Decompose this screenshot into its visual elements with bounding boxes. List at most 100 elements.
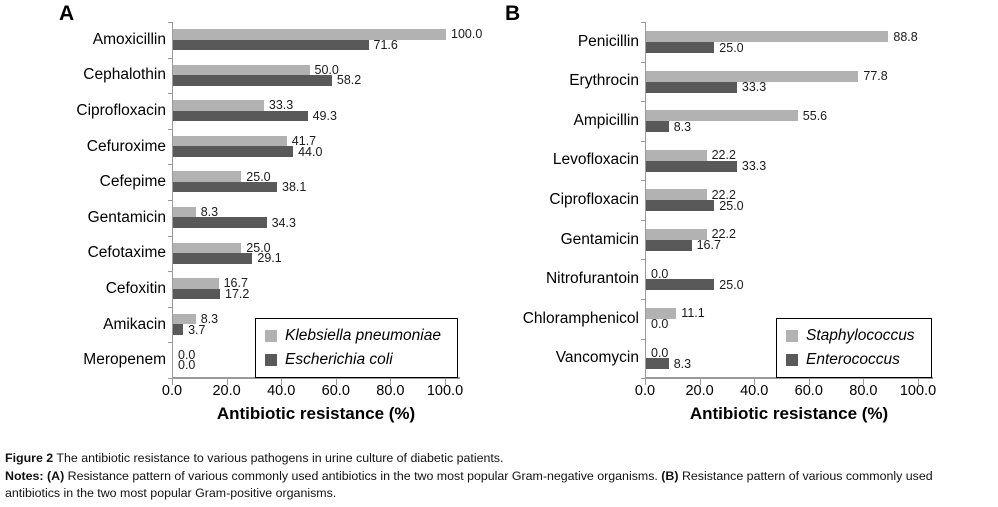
bar-value-label: 0.0: [178, 347, 196, 362]
bar-value-label: 8.3: [200, 312, 219, 326]
legend-swatch-icon: [786, 354, 798, 366]
bar-value-label: 44.0: [298, 144, 323, 159]
x-tick-mark: [645, 379, 646, 385]
category-label: Cephalothin: [83, 66, 166, 84]
bar-series2: 16.7: [646, 238, 721, 252]
x-axis-line: [645, 377, 933, 379]
bar-value-label: 8.3: [673, 119, 692, 134]
category-label: Cefuroxime: [86, 137, 166, 155]
x-tick-label: 20.0: [212, 383, 241, 399]
y-tick-mark: [168, 342, 172, 344]
bar-series1: 50.0: [173, 63, 339, 77]
chart-row: Ampicillin 55.6 8.3: [574, 101, 933, 141]
x-tick-label: 100.0: [426, 383, 464, 399]
chart-row: Nitrofurantoin 0.0 25.0: [546, 259, 933, 299]
bar-series2: 33.3: [646, 159, 766, 173]
bar-series1: 100.0: [173, 27, 482, 41]
bar-value-label: 71.6: [373, 37, 398, 52]
chart-row: Vancomycin 0.0 8.3: [556, 338, 933, 378]
category-label: Ciprofloxacin: [76, 101, 166, 119]
bar-series2: 29.1: [173, 251, 282, 265]
chart-row: Cephalothin 50.0 58.2: [83, 58, 460, 94]
chart-row: Gentamicin 8.3 34.3: [88, 200, 460, 236]
chart-row: Cefoxitin 16.7 17.2: [106, 271, 460, 307]
category-label: Levofloxacin: [552, 151, 639, 169]
bar-value-label: 58.2: [336, 73, 362, 88]
bar-series1: 25.0: [173, 170, 271, 184]
y-tick-mark: [168, 306, 172, 308]
y-tick-mark: [641, 259, 645, 261]
chart-row: Erythrocin 77.8 33.3: [569, 62, 933, 102]
chart-row: Gentamicin 22.2 16.7: [561, 220, 933, 260]
notes-label: Notes:: [5, 468, 47, 483]
bar-series2: 49.3: [173, 109, 337, 123]
bar-value-label: 8.3: [200, 205, 219, 220]
category-label: Gentamicin: [87, 208, 166, 226]
y-tick-mark: [641, 298, 645, 300]
bar-value-label: 11.1: [681, 306, 705, 321]
category-label: Ampicillin: [573, 111, 639, 129]
bar-value-label: 0.0: [651, 317, 669, 332]
bar-value-label: 0.0: [178, 358, 196, 373]
bar-value-label: 25.0: [719, 40, 744, 55]
legend-b: Staphylococcus Enterococcus: [776, 318, 932, 378]
y-tick-mark: [168, 271, 172, 273]
bar-value-label: 22.2: [711, 227, 736, 242]
bar-value-label: 55.6: [802, 108, 828, 123]
bar-value-label: 0.0: [651, 345, 669, 360]
panel-a: A Amoxicillin 100.0 71.6 Cephalothin 50.0 58.…: [0, 0, 498, 445]
bar-value-label: 17.2: [225, 286, 250, 301]
x-tick-label: 40.0: [740, 383, 769, 399]
x-axis-line: [172, 377, 460, 379]
bar-series1: 77.8: [646, 69, 888, 83]
bar-series1: 22.2: [646, 188, 736, 202]
category-label: Vancomycin: [555, 349, 639, 367]
bar-value-label: 38.1: [282, 180, 307, 195]
bar-value-label: 88.8: [893, 29, 918, 44]
chart-row: Ciprofloxacin 33.3 49.3: [76, 93, 460, 129]
x-tick-mark: [335, 379, 337, 385]
y-tick-mark: [168, 164, 172, 166]
bar-value-label: 16.7: [696, 238, 721, 253]
panel-letter-a: A: [59, 2, 75, 25]
bar-value-label: 41.7: [291, 134, 317, 149]
chart-row: Penicillin 88.8 25.0: [578, 22, 933, 62]
bar-series2: 3.7: [173, 323, 205, 337]
chart-row: Ciprofloxacin 22.2 25.0: [549, 180, 933, 220]
bar-value-label: 77.8: [863, 69, 888, 84]
bar-series2: 25.0: [646, 199, 744, 213]
bar-series1: 8.3: [173, 312, 218, 326]
panel-b: B Penicillin 88.8 25.0 Erythrocin 77.8 33.3 Am…: [498, 0, 998, 445]
category-label: Cefepime: [99, 173, 166, 191]
category-label: Chloramphenicol: [522, 309, 639, 327]
legend-item: Escherichia coli: [265, 348, 441, 372]
bar-value-label: 25.0: [719, 198, 744, 213]
bars-area: Amoxicillin 100.0 71.6 Cephalothin 50.0 58.2 C…: [76, 22, 482, 378]
bar-series1: 33.3: [173, 98, 293, 112]
category-label: Meropenem: [83, 351, 166, 369]
bar-series2: 8.3: [646, 357, 691, 371]
panel-letter-b: B: [505, 2, 521, 25]
legend-item: Staphylococcus: [786, 324, 915, 348]
bar-value-label: 50.0: [314, 62, 339, 77]
bar-series2: 33.3: [646, 80, 766, 94]
x-tick-mark: [863, 379, 865, 385]
legend-label: Enterococcus: [806, 351, 900, 368]
x-tick-mark: [808, 379, 810, 385]
x-tick-label: 80.0: [376, 383, 405, 399]
y-tick-mark: [168, 93, 172, 95]
figure-label: Figure 2: [5, 451, 54, 465]
x-tick-mark: [281, 379, 283, 385]
x-tick-label: 60.0: [321, 383, 350, 399]
note-a-label: (A): [47, 468, 65, 483]
bar-series1: 11.1: [646, 306, 705, 320]
y-tick-mark: [168, 235, 172, 237]
y-axis-line: [645, 22, 646, 378]
category-label: Ciprofloxacin: [549, 190, 639, 208]
chart-row: Meropenem 0.0 0.0: [83, 342, 460, 378]
x-tick-mark: [390, 379, 392, 385]
plot-area-b: Penicillin 88.8 25.0 Erythrocin 77.8 33.3 Ampi…: [523, 22, 933, 385]
bar-series2: 71.6: [173, 38, 398, 52]
y-tick-mark: [168, 200, 172, 201]
